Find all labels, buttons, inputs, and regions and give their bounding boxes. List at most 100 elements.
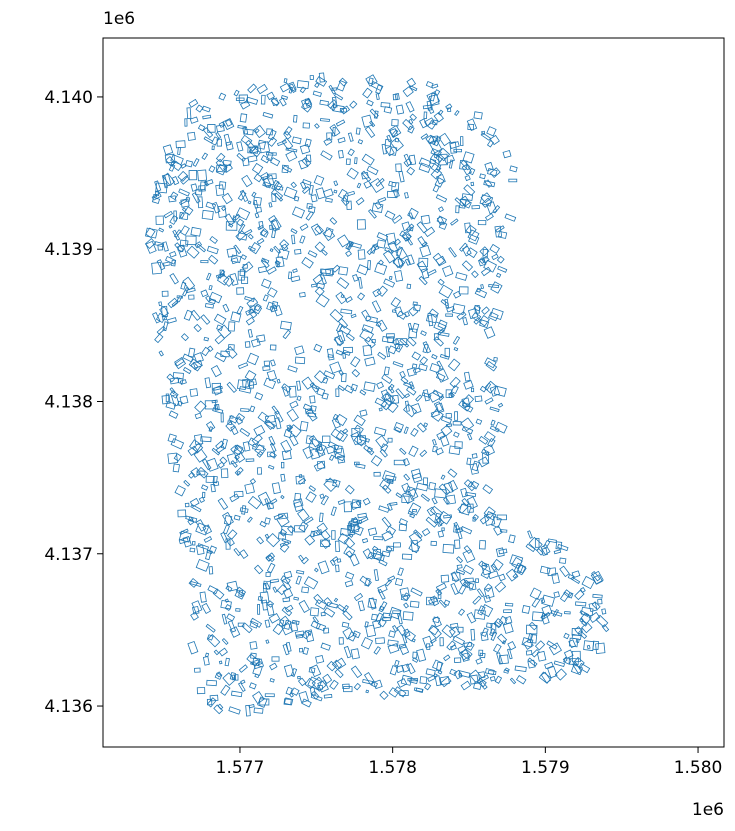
building-footprint [450, 385, 459, 395]
building-footprint [265, 639, 270, 644]
building-footprint [438, 132, 452, 147]
building-footprint [279, 82, 291, 93]
building-footprint [179, 239, 189, 247]
building-footprint [340, 308, 353, 315]
building-footprint [386, 478, 394, 485]
building-footprint [439, 637, 444, 647]
building-footprint [205, 475, 215, 483]
building-footprint [375, 435, 389, 449]
building-footprint [233, 444, 244, 456]
building-footprint [312, 90, 322, 97]
building-footprint [322, 673, 333, 684]
building-footprint [190, 226, 202, 237]
building-footprint [465, 224, 477, 236]
building-footprint [388, 125, 402, 139]
building-footprint [253, 173, 263, 183]
building-footprint [299, 223, 309, 231]
building-footprint [270, 219, 280, 232]
building-footprint [466, 611, 477, 624]
building-footprint [478, 649, 484, 657]
building-footprint [208, 298, 217, 305]
building-footprint [251, 162, 264, 175]
building-footprint [264, 419, 275, 430]
building-footprint [314, 599, 328, 610]
building-footprint [188, 294, 195, 300]
building-footprint [246, 516, 253, 523]
building-footprint [404, 192, 409, 199]
building-footprint [487, 570, 499, 580]
building-footprint [404, 393, 411, 399]
building-footprint [269, 451, 277, 459]
building-footprint [349, 520, 361, 532]
building-footprint [192, 605, 200, 615]
building-footprint [179, 528, 189, 535]
building-footprint [184, 206, 194, 216]
building-footprint [247, 155, 258, 163]
building-footprint [536, 650, 547, 662]
building-footprint [218, 181, 227, 190]
building-footprint [408, 502, 422, 516]
building-footprint [364, 126, 376, 139]
building-footprint [437, 591, 442, 599]
building-footprint [412, 367, 421, 374]
building-footprint [366, 99, 374, 107]
building-footprint [484, 213, 494, 221]
building-footprint [403, 403, 418, 418]
building-footprint [399, 338, 410, 348]
building-footprint [344, 484, 355, 495]
building-footprint [208, 254, 219, 265]
building-footprint [440, 676, 452, 688]
building-footprint [158, 350, 164, 357]
building-footprint [168, 163, 176, 172]
building-footprint [152, 312, 161, 324]
building-footprint [234, 454, 240, 461]
building-footprint [183, 479, 191, 487]
building-footprint [460, 136, 464, 147]
building-footprint [206, 245, 219, 255]
building-footprint [203, 336, 210, 342]
building-footprint [391, 119, 399, 127]
building-footprint [233, 89, 240, 97]
building-footprint [482, 484, 494, 495]
building-footprint [413, 304, 421, 312]
building-footprint [444, 347, 450, 358]
building-footprint [403, 426, 409, 435]
building-footprint [204, 303, 215, 309]
building-footprint [333, 597, 339, 603]
building-footprint [214, 334, 226, 345]
building-footprint [266, 266, 277, 275]
building-footprint [346, 241, 355, 251]
building-footprint [162, 176, 168, 189]
building-footprint [184, 502, 190, 508]
building-footprint [592, 593, 603, 599]
building-footprint [215, 163, 227, 176]
building-footprint [401, 634, 408, 644]
building-footprint [329, 217, 338, 225]
building-footprint [419, 449, 428, 458]
building-footprint [477, 671, 486, 679]
building-footprint [580, 586, 586, 593]
building-footprint [394, 270, 404, 282]
building-footprint [351, 368, 361, 378]
building-footprint [361, 309, 372, 322]
building-footprint [444, 298, 450, 309]
building-footprint [302, 403, 313, 412]
building-footprint [425, 134, 435, 145]
building-footprint [384, 579, 393, 587]
building-footprint [268, 435, 276, 446]
building-footprint [264, 619, 271, 628]
building-footprint [403, 602, 410, 609]
building-footprint [342, 683, 350, 689]
building-footprint [498, 654, 509, 665]
building-footprint [202, 114, 212, 120]
building-footprint [494, 675, 503, 684]
building-footprint [304, 677, 316, 690]
building-footprint [416, 422, 427, 433]
building-footprint [581, 620, 588, 627]
building-footprint [530, 634, 538, 644]
building-footprint [208, 291, 223, 304]
building-footprint [485, 360, 498, 372]
building-footprint [443, 514, 452, 519]
building-footprint [354, 157, 358, 165]
building-footprint [295, 475, 305, 485]
